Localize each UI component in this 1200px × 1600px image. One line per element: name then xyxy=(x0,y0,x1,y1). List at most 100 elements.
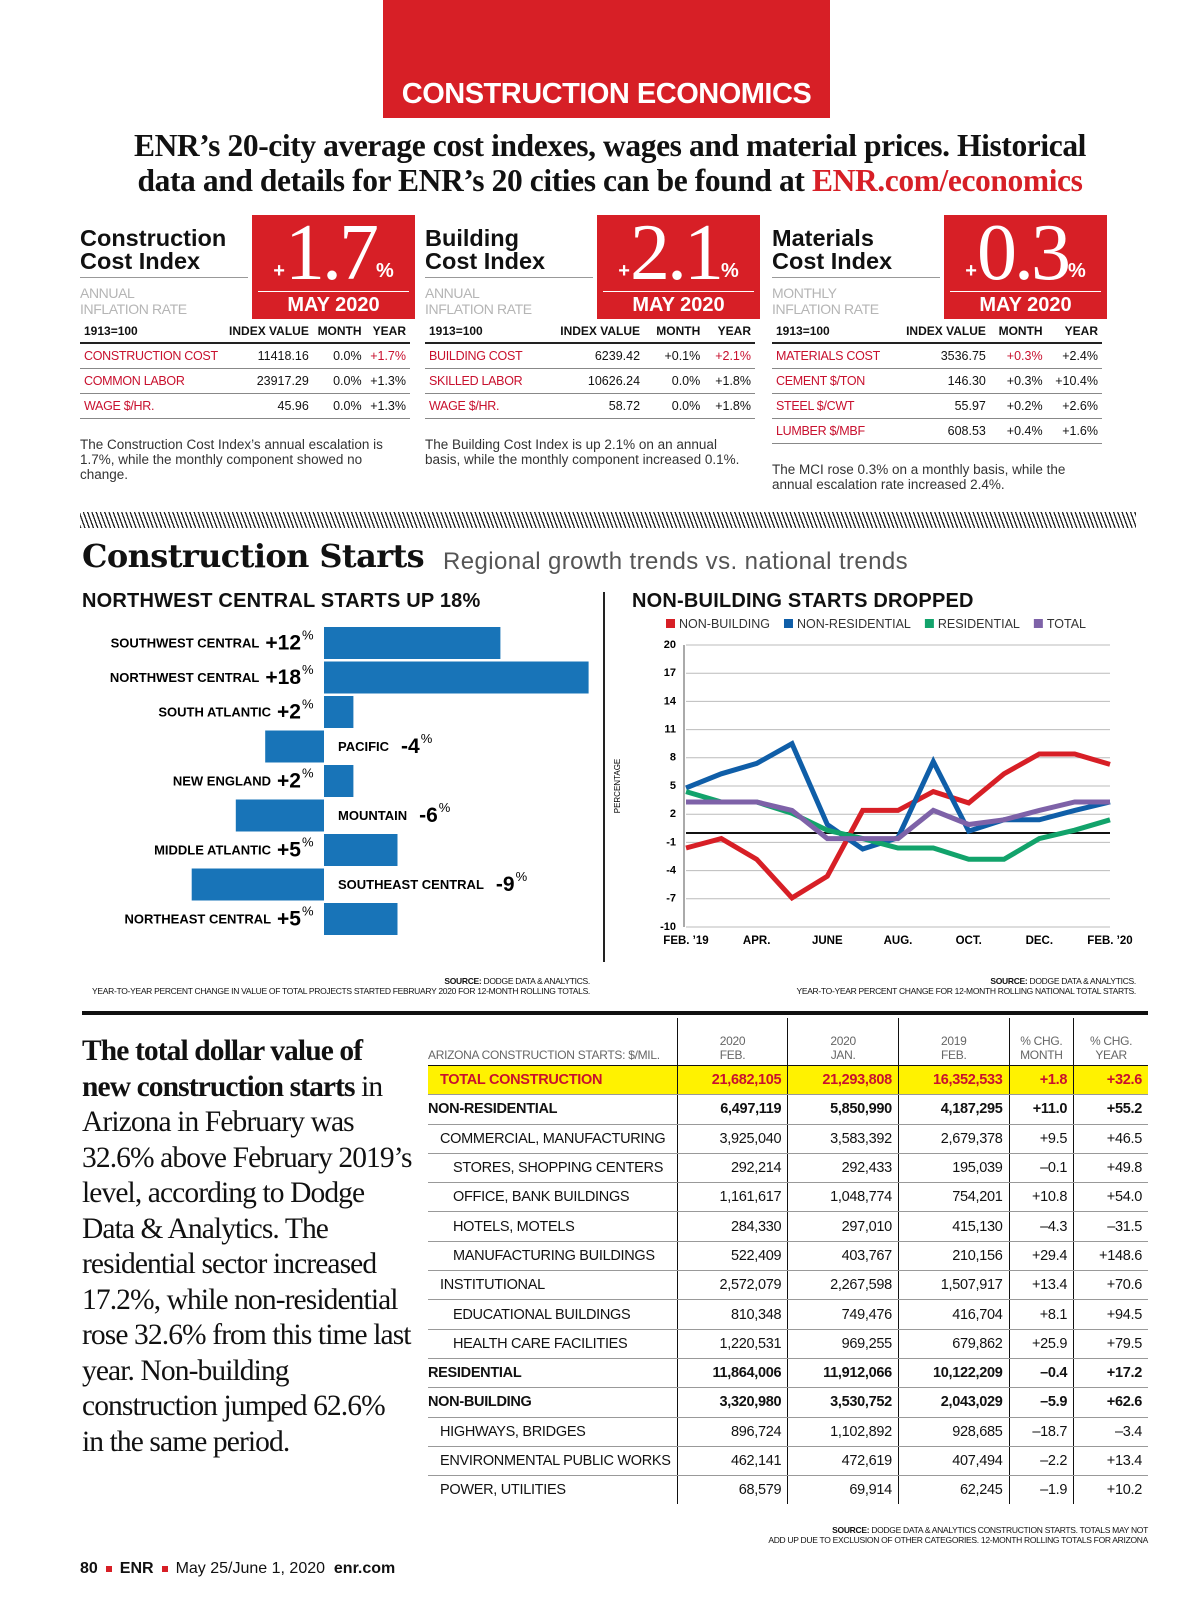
header-row: ARIZONA CONSTRUCTION STARTS: $/MIL. 2020 … xyxy=(428,1018,1148,1066)
legend-label: RESIDENTIAL xyxy=(938,617,1020,631)
table-row: POWER, UTILITIES 68,579 69,914 62,245 –1.9 +1… xyxy=(428,1475,1148,1505)
cell: 11,864,006 xyxy=(676,1358,788,1389)
cell: +1.8% xyxy=(704,368,755,394)
table-row: HOTELS, MOTELS 284,330 297,010 415,130 –4.3–… xyxy=(428,1211,1148,1242)
table-row: HIGHWAYS, BRIDGES 896,724 1,102,892 928,685… xyxy=(428,1417,1148,1447)
cell: 2,679,378 xyxy=(897,1124,1010,1154)
column-header: YEAR xyxy=(704,320,755,344)
bar-label: SOUTHEAST CENTRAL xyxy=(338,877,484,892)
value-unit: % xyxy=(302,903,314,918)
table-row: RESIDENTIAL 11,864,006 11,912,066 10,122,20… xyxy=(428,1358,1148,1389)
cell: INSTITUTIONAL xyxy=(428,1270,678,1301)
headline: ENR’s 20-city average cost indexes, wage… xyxy=(60,128,1160,198)
series-line xyxy=(686,799,1110,842)
value-label: -4 xyxy=(401,735,420,758)
cell: –31.5 xyxy=(1073,1211,1148,1242)
rate-sign: + xyxy=(965,260,977,282)
cell: 4,187,295 xyxy=(897,1094,1010,1125)
index-note: The MCI rose 0.3% on a monthly basis, wh… xyxy=(772,462,1066,492)
cell: +1.6% xyxy=(1046,418,1102,444)
cell: LUMBER $/MBF xyxy=(772,418,895,444)
column-header: ARIZONA CONSTRUCTION STARTS: $/MIL. xyxy=(428,1018,678,1066)
cell: 3,583,392 xyxy=(787,1124,899,1154)
cell: –18.7 xyxy=(1008,1417,1074,1447)
rate-unit: % xyxy=(720,260,739,282)
x-tick-label: OCT. xyxy=(956,935,982,947)
cell: +55.2 xyxy=(1073,1094,1148,1125)
table-row: TOTAL CONSTRUCTION 21,682,105 21,293,808 16… xyxy=(428,1064,1148,1096)
y-tick-label: 8 xyxy=(670,752,676,764)
legend-label: NON-RESIDENTIAL xyxy=(797,617,911,631)
table-row: NON-RESIDENTIAL 6,497,119 5,850,990 4,187,2… xyxy=(428,1094,1148,1125)
rate-unit: % xyxy=(375,260,394,282)
legend-swatch xyxy=(666,619,675,628)
rate-date: MAY 2020 xyxy=(950,291,1101,318)
cell: +25.9 xyxy=(1008,1329,1074,1359)
cell: 407,494 xyxy=(897,1446,1010,1477)
legend-swatch xyxy=(1033,619,1043,628)
cell: SKILLED LABOR xyxy=(425,368,543,394)
cell: STORES, SHOPPING CENTERS xyxy=(428,1153,678,1184)
column-header: INDEX VALUE xyxy=(223,320,313,344)
value-label: +12 xyxy=(265,632,301,655)
legend-label: TOTAL xyxy=(1047,617,1086,631)
value-unit: % xyxy=(302,765,314,780)
cell: 3,925,040 xyxy=(676,1124,788,1154)
cell: 146.30 xyxy=(894,368,990,394)
value-unit: % xyxy=(302,627,314,642)
cell: BUILDING COST xyxy=(425,343,543,369)
cell: WAGE $/HR. xyxy=(80,393,224,419)
cell: 58.72 xyxy=(542,393,645,419)
cell: 10,122,209 xyxy=(897,1358,1010,1389)
cell: –0.4 xyxy=(1008,1358,1074,1389)
cell: 416,704 xyxy=(897,1299,1010,1330)
cell: +46.5 xyxy=(1073,1124,1148,1154)
hatch-rule xyxy=(80,512,1136,528)
index-table: 1913=100 INDEX VALUE MONTH YEAR CONSTRUCTION… xyxy=(80,320,410,419)
column-header: 1913=100 xyxy=(425,320,543,344)
cell: +0.3% xyxy=(989,343,1047,369)
x-tick-label: DEC. xyxy=(1026,935,1053,947)
cell: 1,048,774 xyxy=(787,1182,899,1213)
cell: +1.8% xyxy=(704,393,755,419)
rate: +0.3% xyxy=(944,213,1107,293)
y-tick-label: -7 xyxy=(666,893,676,905)
source-line: SOURCE: DODGE DATA & ANALYTICS CONSTRUCT… xyxy=(768,1525,1148,1535)
cell: MANUFACTURING BUILDINGS xyxy=(428,1241,678,1272)
cell: +2.4% xyxy=(1046,343,1102,369)
index-subtitle-line: ANNUAL xyxy=(425,285,480,301)
bar xyxy=(324,696,354,728)
cell: 292,433 xyxy=(787,1153,899,1184)
value-unit: % xyxy=(421,731,433,746)
y-tick-label: 17 xyxy=(664,667,676,679)
bar-label: MOUNTAIN xyxy=(338,808,407,823)
source: DODGE DATA & ANALYTICS. xyxy=(483,976,591,986)
x-tick-label: AUG. xyxy=(884,935,913,947)
cell: +148.6 xyxy=(1073,1241,1148,1272)
table-row: NON-BUILDING 3,320,980 3,530,752 2,043,029–… xyxy=(428,1387,1148,1418)
index-subtitle-line: INFLATION RATE xyxy=(80,301,187,317)
chart-note: YEAR-TO-YEAR PERCENT CHANGE FOR 12-MONTH… xyxy=(796,986,1136,996)
cell: 292,214 xyxy=(676,1153,788,1184)
rule xyxy=(82,1011,1148,1015)
index-row: BUILDING COST 6239.42 +0.1% +2.1% xyxy=(425,343,755,369)
bullet xyxy=(105,1565,112,1572)
bar xyxy=(324,765,354,797)
index-note: The Building Cost Index is up 2.1% on an… xyxy=(425,437,740,467)
cell: 210,156 xyxy=(897,1241,1010,1272)
cell: WAGE $/HR. xyxy=(425,393,543,419)
cell: CEMENT $/TON xyxy=(772,368,895,394)
rate-box: +1.7% MAY 2020 xyxy=(252,213,415,319)
source-label: SOURCE: xyxy=(832,1525,870,1535)
index-row: WAGE $/HR. 45.96 0.0% +1.3% xyxy=(80,393,410,419)
section-banner: CONSTRUCTION ECONOMICS xyxy=(383,0,830,118)
index-row: SKILLED LABOR 10626.24 0.0% +1.8% xyxy=(425,368,755,394)
value-label: -6 xyxy=(419,804,438,827)
source-line: SOURCE: DODGE DATA & ANALYTICS. xyxy=(92,976,590,986)
value-unit: % xyxy=(516,869,528,884)
cell: HEALTH CARE FACILITIES xyxy=(428,1329,678,1359)
cell: 3,530,752 xyxy=(787,1387,899,1418)
cell: 896,724 xyxy=(676,1417,788,1447)
cell: 62,245 xyxy=(897,1475,1010,1505)
bar-label: SOUTH ATLANTIC xyxy=(158,704,271,719)
